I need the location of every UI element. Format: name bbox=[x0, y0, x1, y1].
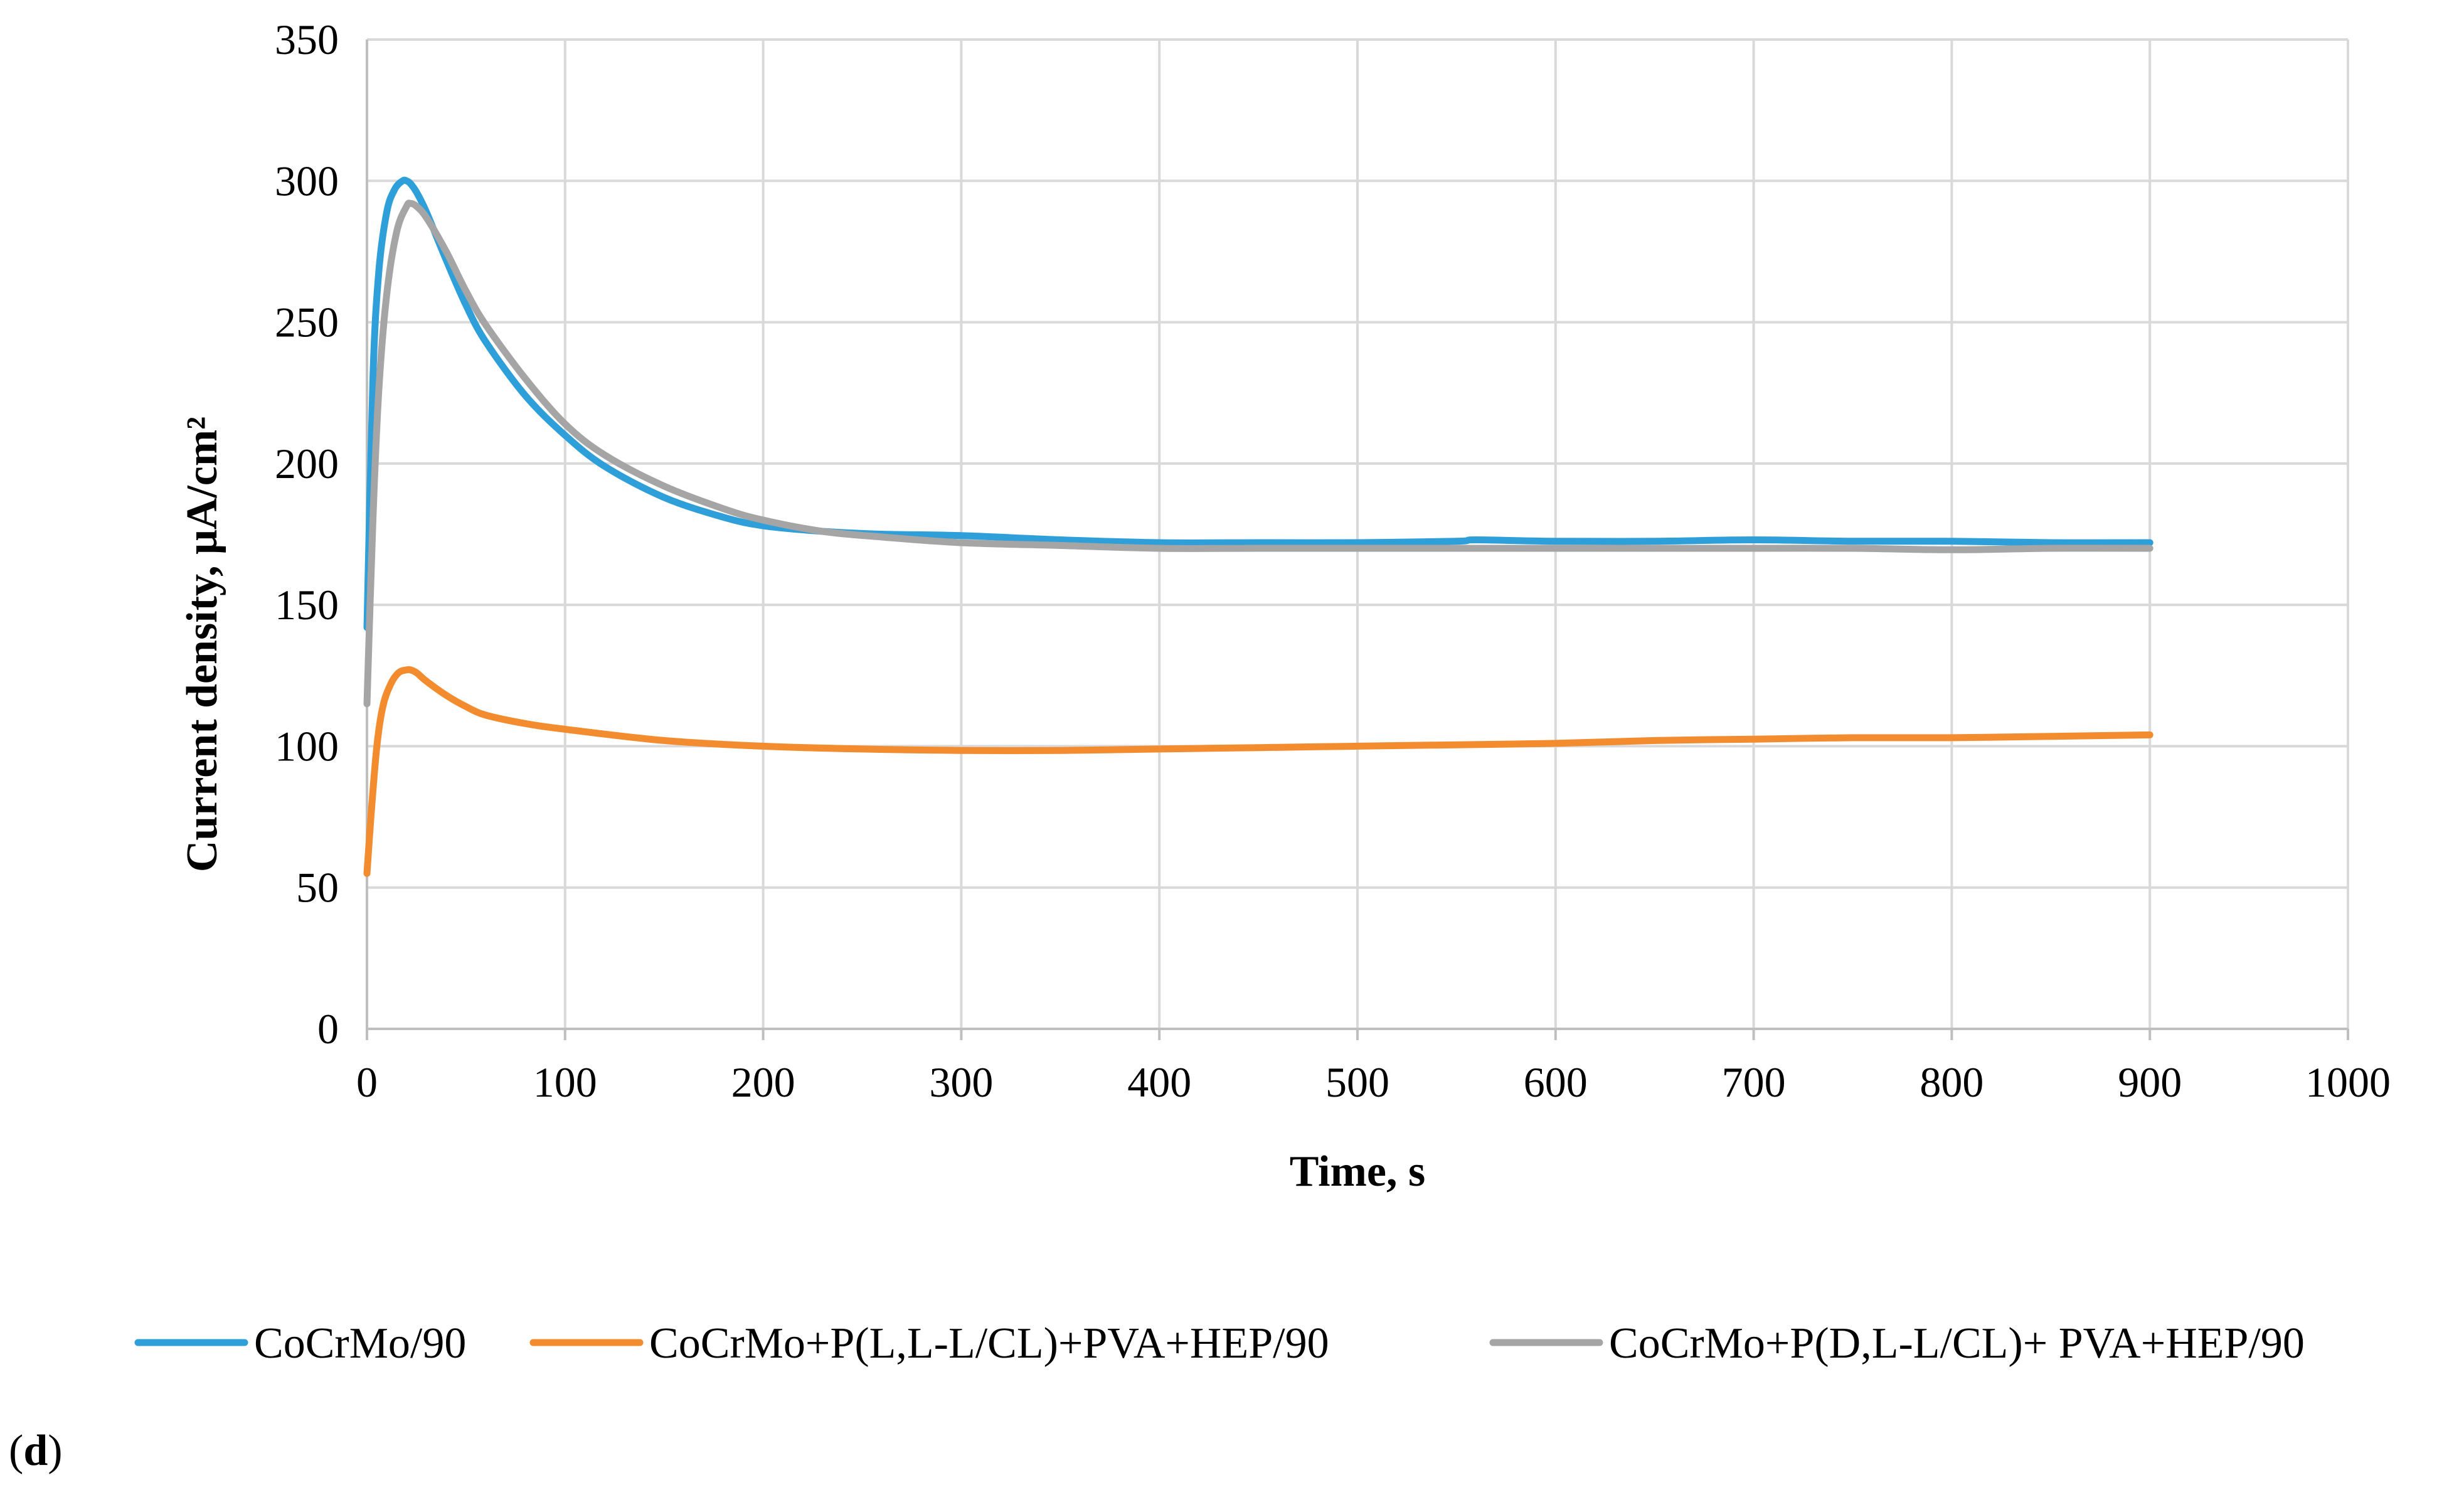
legend-label-1: CoCrMo/90 bbox=[254, 1319, 466, 1368]
panel-label: (d) bbox=[9, 1427, 63, 1475]
x-axis-title: Time, s bbox=[1290, 1147, 1426, 1196]
x-tick-label: 200 bbox=[731, 1058, 795, 1106]
y-tick-label: 50 bbox=[296, 864, 339, 912]
y-tick-label: 250 bbox=[275, 299, 339, 346]
y-tick-label: 150 bbox=[275, 581, 339, 629]
panel-label-open: ( bbox=[9, 1427, 23, 1475]
x-tick-label: 800 bbox=[1920, 1058, 1983, 1106]
legend-label-3: CoCrMo+P(D,L-L/CL)+ PVA+HEP/90 bbox=[1609, 1319, 2305, 1368]
y-tick-label: 300 bbox=[275, 157, 339, 205]
y-tick-label: 0 bbox=[317, 1005, 339, 1053]
legend-label-2: CoCrMo+P(L,L-L/CL)+PVA+HEP/90 bbox=[649, 1319, 1329, 1368]
x-tick-label: 0 bbox=[356, 1058, 378, 1106]
x-tick-label: 1000 bbox=[2305, 1058, 2391, 1106]
x-tick-label: 600 bbox=[1524, 1058, 1588, 1106]
legend: CoCrMo/90 CoCrMo+P(L,L-L/CL)+PVA+HEP/90 Co… bbox=[134, 1319, 2305, 1368]
y-tick-label: 100 bbox=[275, 722, 339, 770]
series-line-3 bbox=[363, 200, 2153, 708]
x-tick-label: 500 bbox=[1325, 1058, 1389, 1106]
x-tick-label: 300 bbox=[929, 1058, 993, 1106]
y-tick-label: 200 bbox=[275, 440, 339, 487]
series-line-2 bbox=[363, 666, 2153, 877]
plot-area bbox=[363, 176, 2153, 877]
x-tick-label: 400 bbox=[1127, 1058, 1191, 1106]
y-tick-label: 350 bbox=[275, 16, 339, 63]
tick-labels: 0 50 100 150 200 250 300 350 0 100 200 300 400 500 600… bbox=[275, 16, 2391, 1106]
x-tick-label: 100 bbox=[533, 1058, 597, 1106]
x-tick-label: 900 bbox=[2118, 1058, 2182, 1106]
x-tick-label: 700 bbox=[1722, 1058, 1786, 1106]
panel-label-close: ) bbox=[48, 1427, 62, 1475]
panel-label-letter: d bbox=[23, 1427, 48, 1475]
y-axis-title: Current density, μA/cm² bbox=[178, 417, 226, 872]
